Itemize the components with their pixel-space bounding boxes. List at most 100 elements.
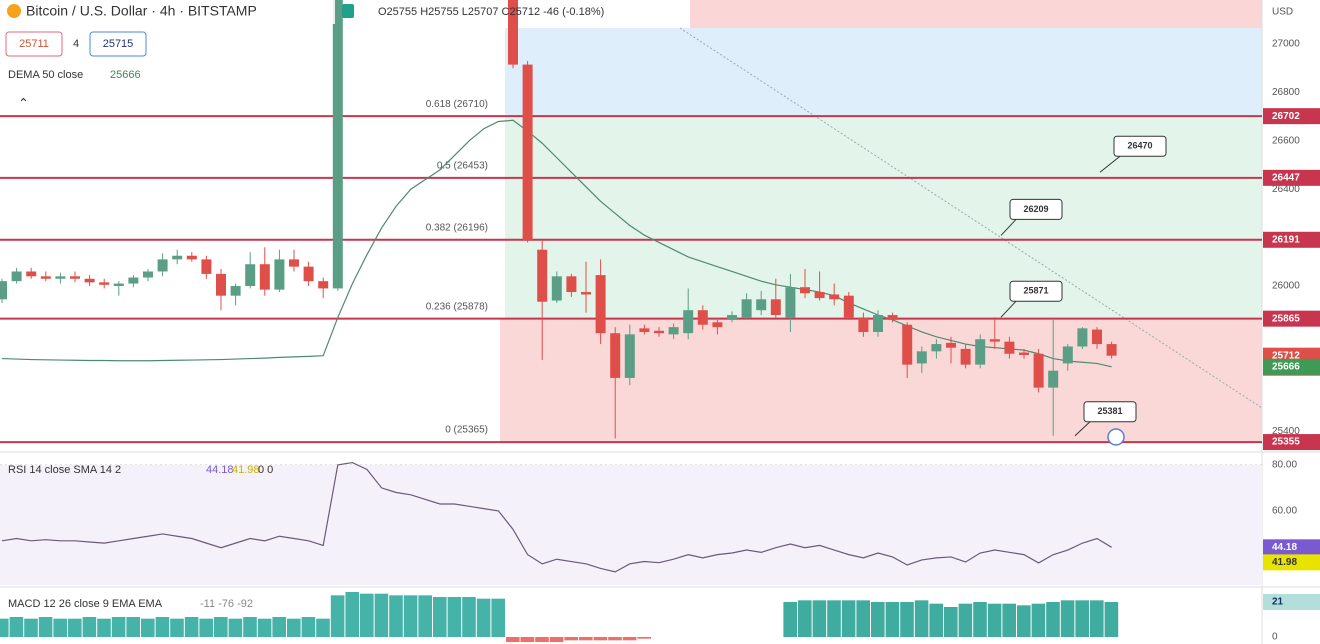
candle-body — [946, 342, 956, 348]
candle-body — [829, 294, 840, 300]
macd-bar — [330, 595, 345, 637]
macd-bar — [447, 597, 462, 637]
y-tick-label: 80.00 — [1272, 460, 1297, 471]
collapse-icon[interactable]: ⌃ — [18, 95, 29, 110]
dema-value: 25666 — [110, 69, 141, 81]
macd-bar — [389, 595, 403, 637]
rsi-band — [0, 464, 1262, 585]
macd-bar — [1002, 603, 1016, 637]
macd-bar — [184, 617, 199, 637]
dema-legend: DEMA 50 close — [8, 69, 83, 81]
rsi-pane — [0, 461, 1262, 585]
candle-body — [1062, 346, 1073, 364]
spread: 4 — [73, 38, 79, 50]
candle-body — [11, 271, 22, 282]
header-bg — [0, 0, 335, 24]
fib-label: 0 (25365) — [445, 425, 488, 436]
y-tick-label: 26000 — [1272, 281, 1300, 292]
macd-bar — [929, 603, 943, 637]
rsi-line — [1, 461, 1112, 573]
macd-bar — [1017, 605, 1031, 637]
candle-body — [902, 324, 913, 365]
macd-bar — [827, 600, 841, 637]
rsi-legend-tail: 0 0 — [258, 464, 273, 476]
symbol[interactable]: Bitcoin / U.S. Dollar · 4h · BITSTAMP — [26, 3, 257, 19]
btc-icon — [7, 4, 21, 18]
level-label: 25865 — [1272, 313, 1300, 324]
macd-bar — [97, 618, 111, 637]
callout-box — [1113, 135, 1167, 157]
overlay: 27000 26800 26600 26400 26000 25400 26702 26447… — [1263, 39, 1320, 643]
candle-body — [770, 299, 781, 316]
macd-bar — [1104, 602, 1119, 637]
candle-body — [186, 255, 197, 260]
macd-bar — [973, 602, 987, 637]
macd-bar — [141, 618, 155, 637]
callout-pointer — [1074, 421, 1091, 437]
level-label: 26447 — [1272, 172, 1300, 183]
macd-bar — [1075, 600, 1089, 637]
callout-pointer — [1000, 300, 1017, 318]
callout-box — [1009, 280, 1063, 302]
macd-pane — [0, 592, 1119, 642]
y-tick-label: 25400 — [1272, 426, 1300, 437]
macd-bar — [593, 637, 608, 641]
macd-bar — [1031, 603, 1046, 637]
candle-body — [26, 271, 37, 277]
candle-body — [274, 259, 285, 290]
macd-bar — [637, 637, 651, 639]
alert-icon — [1107, 428, 1125, 446]
candle-body — [1048, 370, 1059, 388]
macd-legend: MACD 12 26 close 9 EMA EMA — [8, 598, 163, 610]
macd-bar — [418, 595, 432, 637]
macd-bar — [111, 617, 126, 637]
candle-body — [259, 264, 270, 290]
candle-body — [610, 333, 621, 378]
macd-bar — [68, 618, 82, 637]
candle-body — [1092, 329, 1102, 345]
candle-body — [55, 276, 66, 279]
candle-body — [624, 334, 635, 378]
bid-box[interactable] — [5, 31, 63, 57]
candle-body — [1019, 352, 1029, 355]
candle-body — [230, 285, 241, 296]
bid: 25711 — [19, 38, 49, 50]
candle-body — [800, 287, 810, 294]
macd-bar — [462, 597, 476, 637]
zone — [505, 28, 1262, 116]
currency: USD — [1272, 7, 1293, 18]
ask-box[interactable] — [89, 31, 147, 57]
candle-body — [84, 278, 95, 283]
macd-bar — [214, 617, 228, 637]
macd-bar — [476, 598, 491, 637]
candle-body — [741, 299, 752, 318]
macd-bar — [812, 600, 827, 637]
candle-body — [508, 0, 518, 65]
candle-body — [1106, 344, 1117, 356]
zone — [690, 0, 1262, 28]
level-label: 25355 — [1272, 437, 1300, 448]
macd-bar — [155, 617, 170, 637]
candle-body — [128, 277, 139, 284]
candle-body — [683, 310, 694, 334]
macd-bar — [228, 618, 243, 637]
macd-bar — [1090, 600, 1104, 637]
candle-body — [916, 351, 927, 364]
macd-bar — [579, 637, 593, 641]
macd-bar — [491, 598, 505, 637]
candle-body — [1077, 328, 1088, 347]
candle-body — [70, 276, 80, 279]
candle-body — [581, 292, 591, 295]
candle-body — [113, 283, 124, 286]
macd-bar — [257, 618, 272, 637]
macd-bar — [374, 593, 389, 637]
candle-body — [537, 249, 548, 302]
candle-body — [245, 264, 256, 286]
candle-body — [289, 259, 299, 267]
dema-line — [1, 119, 1112, 368]
callout-box — [1083, 401, 1137, 423]
candle-body — [843, 295, 854, 318]
macd-bar — [914, 600, 929, 637]
rsi-legend-sma: 41.98 — [232, 464, 260, 476]
y-tick-label: 60.00 — [1272, 506, 1297, 517]
